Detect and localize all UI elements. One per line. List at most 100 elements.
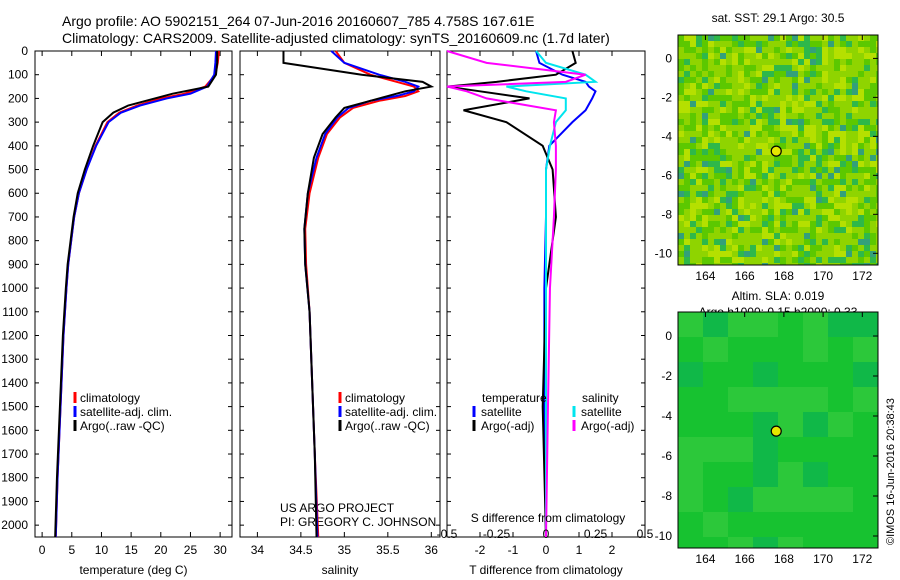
map-cell <box>798 245 804 251</box>
map-cell <box>703 437 728 462</box>
map-cell <box>720 263 726 265</box>
map-cell <box>744 173 750 179</box>
map-cell <box>828 312 853 337</box>
map-cell <box>684 173 690 179</box>
map-cell <box>804 53 810 59</box>
map-cell <box>702 149 708 155</box>
map-cell <box>696 77 702 83</box>
map-cell <box>876 53 878 59</box>
map-cell <box>816 185 822 191</box>
map-cell <box>696 53 702 59</box>
map-cell <box>870 173 876 179</box>
series-line-s-satellite <box>506 50 599 537</box>
map-cell <box>768 107 774 113</box>
map-cell <box>744 95 750 101</box>
map-cell <box>870 209 876 215</box>
legend-label: satellite-adj. clim. <box>80 405 172 419</box>
map-cell <box>853 462 878 487</box>
map-cell <box>846 53 852 59</box>
map-cell <box>750 143 756 149</box>
map-cell <box>744 251 750 257</box>
map-cell <box>870 101 876 107</box>
map-cell <box>810 71 816 77</box>
map-cell <box>853 337 878 362</box>
map-cell <box>780 107 786 113</box>
map-cell <box>750 95 756 101</box>
map-cell <box>816 227 822 233</box>
map-cell <box>792 83 798 89</box>
map-cell <box>738 143 744 149</box>
map-cell <box>726 35 732 41</box>
map-cell <box>744 263 750 265</box>
map-cell <box>720 179 726 185</box>
map-cell <box>738 59 744 65</box>
map-cell <box>798 161 804 167</box>
map-cell <box>828 512 853 537</box>
map-cell <box>840 119 846 125</box>
map-cell <box>846 179 852 185</box>
depth-tick-label: 1200 <box>1 328 28 342</box>
map-cell <box>798 113 804 119</box>
map-cell <box>828 239 834 245</box>
map-cell <box>702 155 708 161</box>
map-cell <box>870 143 876 149</box>
map-cell <box>804 197 810 203</box>
map-cell <box>750 41 756 47</box>
legend-label: climatology <box>80 391 140 405</box>
map-cell <box>810 107 816 113</box>
map-cell <box>768 119 774 125</box>
map-cell <box>816 47 822 53</box>
map-cell <box>702 65 708 71</box>
map-cell <box>774 233 780 239</box>
map-cell <box>684 161 690 167</box>
map-cell <box>840 137 846 143</box>
map-cell <box>726 251 732 257</box>
map-cell <box>803 437 828 462</box>
map-cell <box>816 89 822 95</box>
map-cell <box>864 227 870 233</box>
map-cell <box>822 137 828 143</box>
map-cell <box>762 263 768 265</box>
map-cell <box>810 125 816 131</box>
map-cell <box>774 83 780 89</box>
map-cell <box>846 131 852 137</box>
x-tick-label: 34 <box>251 543 265 557</box>
map-cell <box>870 257 876 263</box>
map-cell <box>840 53 846 59</box>
map-cell <box>876 239 878 245</box>
map-cell <box>732 71 738 77</box>
map-cell <box>703 487 728 512</box>
map-cell <box>870 47 876 53</box>
map-cell <box>702 131 708 137</box>
map-cell <box>690 215 696 221</box>
map-cell <box>870 221 876 227</box>
map-cell <box>822 179 828 185</box>
map-cell <box>750 233 756 239</box>
map-cell <box>804 143 810 149</box>
map-cell <box>828 337 853 362</box>
map-cell <box>834 131 840 137</box>
map-cell <box>732 95 738 101</box>
map-cell <box>792 137 798 143</box>
map-cell <box>756 89 762 95</box>
map-cell <box>780 179 786 185</box>
map-cell <box>798 65 804 71</box>
map-cell <box>726 137 732 143</box>
map-cell <box>822 203 828 209</box>
x2-tick-label: 0.25 <box>584 527 608 541</box>
map-x-tick-label: 170 <box>813 269 833 283</box>
x-axis-label: salinity <box>322 563 359 577</box>
map-cell <box>834 41 840 47</box>
x-tick-label: 15 <box>124 543 138 557</box>
map-cell <box>864 179 870 185</box>
map-cell <box>798 59 804 65</box>
map-cell <box>678 337 703 362</box>
map-cell <box>678 65 684 71</box>
map-cell <box>690 203 696 209</box>
map-cell <box>696 119 702 125</box>
depth-tick-label: 1700 <box>1 447 28 461</box>
depth-tick-label: 2000 <box>1 518 28 532</box>
map-cell <box>714 197 720 203</box>
map-cell <box>774 41 780 47</box>
map-cell <box>828 257 834 263</box>
